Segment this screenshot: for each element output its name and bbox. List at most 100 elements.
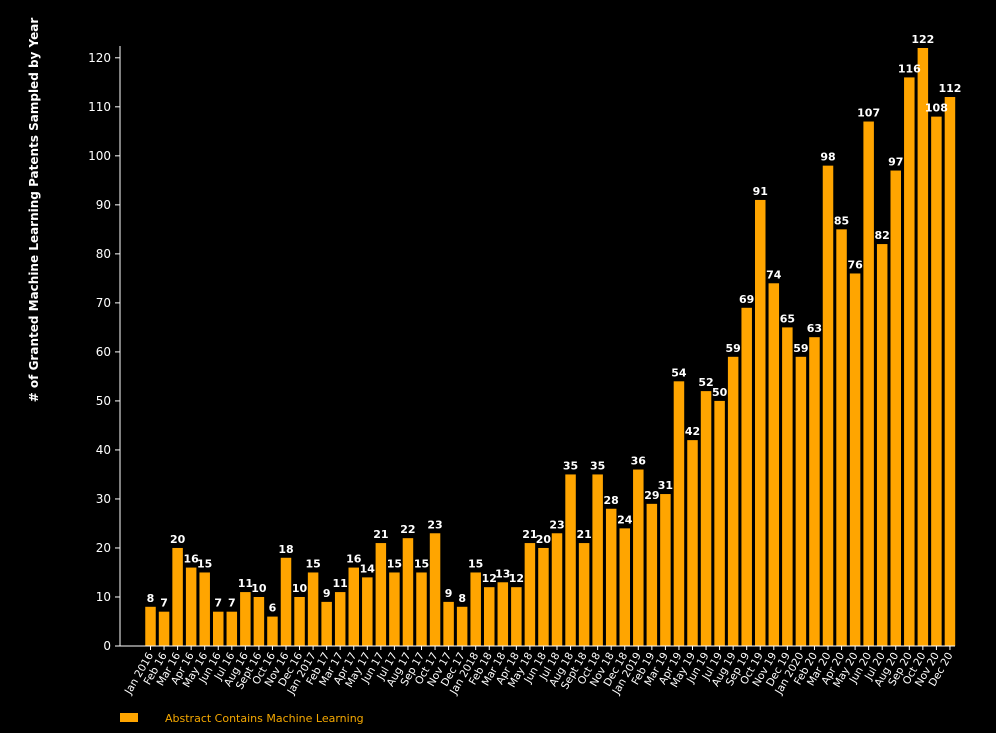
bar-value-label: 12 <box>482 572 497 585</box>
bar-value-label: 21 <box>373 528 388 541</box>
bar <box>185 567 197 646</box>
legend: Abstract Contains Machine Learning <box>120 712 364 725</box>
bar <box>294 596 305 646</box>
bar <box>538 547 549 646</box>
bar <box>375 543 387 646</box>
bar-value-label: 59 <box>793 342 808 355</box>
bar-value-label: 8 <box>458 592 466 605</box>
bar-value-label: 63 <box>807 322 822 335</box>
bar-value-label: 11 <box>238 577 253 590</box>
bar-value-label: 8 <box>147 592 155 605</box>
bar-value-label: 13 <box>495 567 510 580</box>
bar-value-label: 82 <box>875 229 890 242</box>
bar <box>497 582 509 646</box>
bar <box>443 601 454 646</box>
bar <box>809 337 820 646</box>
bar-value-label: 15 <box>197 557 212 570</box>
bar-value-label: 21 <box>576 528 591 541</box>
bar <box>484 587 495 646</box>
bar <box>578 543 590 646</box>
bar <box>524 543 536 646</box>
bar-value-label: 15 <box>414 557 429 570</box>
bar <box>904 77 915 646</box>
bar-value-label: 59 <box>725 342 740 355</box>
bar <box>917 48 929 646</box>
bar <box>768 283 780 646</box>
bar <box>782 327 793 646</box>
bar-value-label: 91 <box>753 185 768 198</box>
bar <box>605 508 617 646</box>
bar-value-label: 7 <box>214 597 222 610</box>
bar-value-label: 11 <box>333 577 348 590</box>
bar-value-label: 98 <box>820 151 835 164</box>
bar-value-label: 24 <box>617 513 633 526</box>
bar <box>429 533 441 646</box>
bar <box>551 533 563 646</box>
bar-value-label: 74 <box>766 268 782 281</box>
bar-value-label: 36 <box>631 455 647 468</box>
bar <box>334 592 346 646</box>
bar <box>389 572 400 646</box>
bar <box>673 381 685 646</box>
bar <box>795 356 807 646</box>
bar-value-label: 10 <box>292 582 308 595</box>
bar-value-label: 85 <box>834 214 849 227</box>
bar <box>660 494 671 646</box>
bar-value-label: 9 <box>445 587 453 600</box>
y-tick-label: 20 <box>96 541 111 555</box>
bar <box>362 577 373 646</box>
bar-value-label: 31 <box>658 479 673 492</box>
bar-value-label: 112 <box>938 82 961 95</box>
bar <box>863 121 874 646</box>
legend-label: Abstract Contains Machine Learning <box>165 712 364 725</box>
bar-value-label: 18 <box>278 543 293 556</box>
bar <box>633 469 644 646</box>
bar <box>565 474 576 646</box>
bar <box>876 244 888 647</box>
y-tick-label: 120 <box>88 51 111 65</box>
bar-value-label: 29 <box>644 489 659 502</box>
bar-value-label: 20 <box>170 533 186 546</box>
bar-value-label: 122 <box>911 33 934 46</box>
bar-value-label: 23 <box>427 518 442 531</box>
bar-value-label: 69 <box>739 293 754 306</box>
bar <box>511 587 522 646</box>
bar-value-label: 54 <box>671 366 687 379</box>
y-tick-label: 30 <box>96 492 111 506</box>
bar <box>646 503 658 646</box>
bar <box>619 528 630 646</box>
bar-value-label: 20 <box>536 533 552 546</box>
bar-value-label: 28 <box>604 494 619 507</box>
y-tick-label: 50 <box>96 394 111 408</box>
bar-value-label: 52 <box>698 376 713 389</box>
bar-value-label: 35 <box>590 459 605 472</box>
bar <box>836 229 847 646</box>
y-tick-label: 40 <box>96 443 111 457</box>
bar <box>172 547 183 646</box>
y-axis: 0 10 20 30 40 50 60 70 80 90 100 110 120 <box>88 46 121 653</box>
bar-value-label: 7 <box>228 597 236 610</box>
bar <box>280 557 292 646</box>
bar-value-label: 50 <box>712 386 728 399</box>
bar <box>199 572 210 646</box>
bar-value-label: 76 <box>847 258 863 271</box>
bar <box>700 391 712 646</box>
bar-value-label: 10 <box>251 582 267 595</box>
bar-value-label: 6 <box>269 602 277 615</box>
bars <box>145 48 956 647</box>
bar-value-label: 12 <box>509 572 524 585</box>
bar-value-label: 22 <box>400 523 415 536</box>
bar <box>416 572 427 646</box>
bar <box>226 611 238 646</box>
bar <box>307 572 319 646</box>
bar <box>253 596 265 646</box>
y-tick-label: 110 <box>88 100 111 114</box>
bar <box>890 170 901 646</box>
y-tick-label: 10 <box>96 590 111 604</box>
y-axis-title: # of Granted Machine Learning Patents Sa… <box>27 18 41 403</box>
bar-value-label: 116 <box>898 62 921 75</box>
y-tick-label: 80 <box>96 247 111 261</box>
y-tick-label: 90 <box>96 198 111 212</box>
